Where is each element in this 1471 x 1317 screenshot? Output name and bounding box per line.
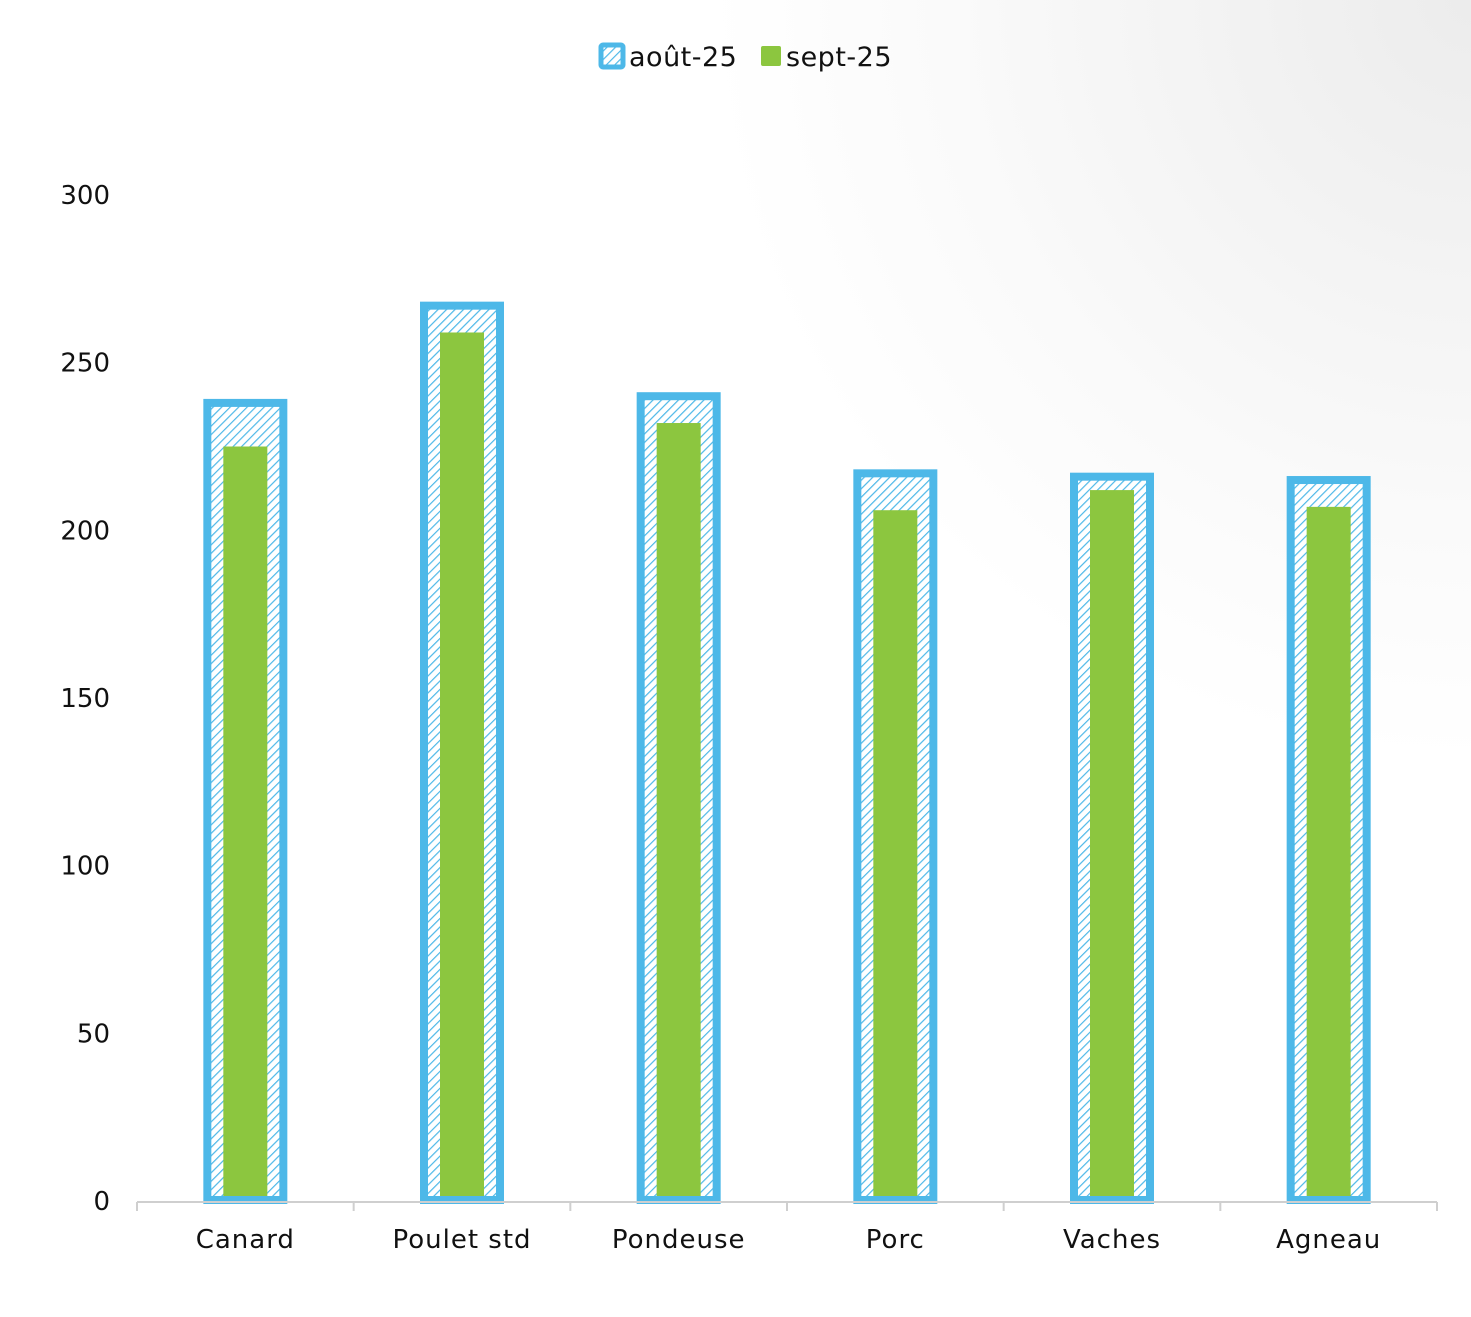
x-category-label: Canard: [196, 1225, 295, 1255]
legend-label-sept-25: sept-25: [786, 42, 892, 73]
x-category-label: Porc: [866, 1225, 925, 1255]
legend-swatch-sept-25: [761, 46, 781, 66]
legend: août-25 sept-25: [598, 42, 892, 73]
x-category-label: Poulet std: [392, 1225, 531, 1255]
y-tick-label: 300: [60, 181, 110, 211]
x-axis-labels: Canard Poulet std Pondeuse Porc Vaches Agneau: [196, 1225, 1381, 1255]
bar-sept-25: [656, 423, 701, 1196]
legend-swatch-aout-25: [598, 42, 626, 70]
bar-sept-25: [223, 446, 268, 1196]
x-axis: [136, 1201, 1438, 1211]
y-tick-label: 150: [60, 684, 110, 714]
legend-label-aout-25: août-25: [629, 42, 737, 73]
bars: [203, 301, 1371, 1205]
y-tick-label: 200: [60, 516, 110, 546]
y-tick-label: 100: [60, 852, 110, 882]
x-category-label: Vaches: [1063, 1225, 1161, 1255]
y-tick-label: 0: [93, 1187, 110, 1217]
y-axis: 0 50 100 150 200 250 300: [60, 181, 110, 1217]
y-tick-label: 250: [60, 349, 110, 379]
x-category-label: Agneau: [1276, 1225, 1381, 1255]
bar-sept-25: [873, 510, 918, 1196]
x-category-label: Pondeuse: [612, 1225, 746, 1255]
bar-sept-25: [440, 332, 484, 1196]
bar-sept-25: [1090, 490, 1134, 1196]
y-tick-label: 50: [77, 1019, 110, 1049]
bar-sept-25: [1306, 506, 1351, 1196]
